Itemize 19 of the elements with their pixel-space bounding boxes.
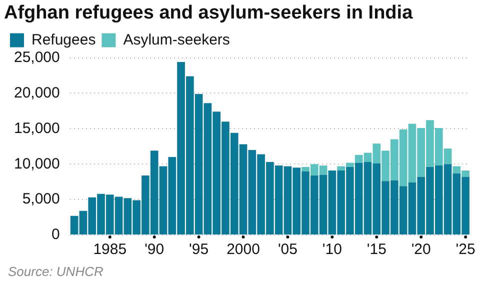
y-tick-label: 20,000 bbox=[14, 84, 60, 102]
source-note: Source: UNHCR bbox=[8, 264, 104, 279]
y-tick-label: 25,000 bbox=[14, 48, 60, 66]
legend-label: Refugees bbox=[32, 31, 96, 48]
x-tick-label: '15 bbox=[366, 241, 386, 258]
x-tick-label: '20 bbox=[411, 241, 431, 258]
x-tick-label: '05 bbox=[278, 241, 298, 258]
x-tick-label: '90 bbox=[144, 241, 164, 258]
chart-title: Afghan refugees and asylum-seekers in India bbox=[4, 2, 414, 24]
x-tick-label: 1985 bbox=[93, 241, 127, 258]
x-tick-label: 2000 bbox=[226, 241, 260, 258]
y-tick-label: 5,000 bbox=[22, 190, 60, 208]
legend-label: Asylum-seekers bbox=[123, 31, 230, 48]
x-tick-label: '10 bbox=[322, 241, 342, 258]
x-tick-label: '95 bbox=[189, 241, 209, 258]
y-tick-label: 15,000 bbox=[14, 120, 60, 137]
x-tick-label: '25 bbox=[456, 241, 476, 258]
y-tick-label: 10,000 bbox=[14, 155, 60, 172]
y-tick-label: 0 bbox=[52, 226, 60, 244]
